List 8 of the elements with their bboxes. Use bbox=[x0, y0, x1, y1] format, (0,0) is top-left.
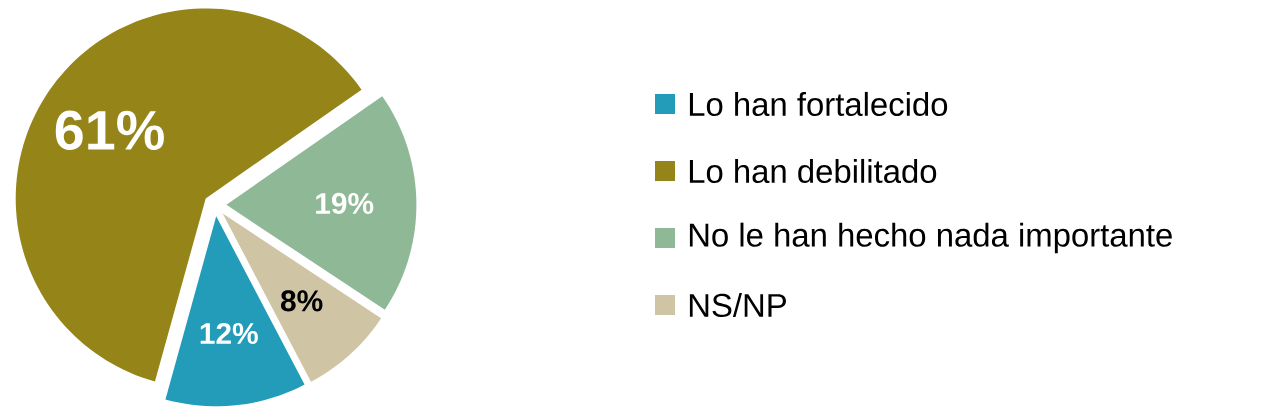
data-label: 19% bbox=[316, 192, 374, 215]
legend-label: No le han hecho nada importante bbox=[689, 222, 1172, 254]
data-label: 12% bbox=[200, 322, 258, 345]
legend-label: Lo han debilitado bbox=[689, 158, 937, 184]
data-label: 8% bbox=[280, 290, 323, 312]
legend-label: Lo han fortalecido bbox=[689, 91, 948, 117]
data-label: 61% bbox=[55, 110, 164, 151]
legend-label: NS/NP bbox=[689, 292, 786, 318]
